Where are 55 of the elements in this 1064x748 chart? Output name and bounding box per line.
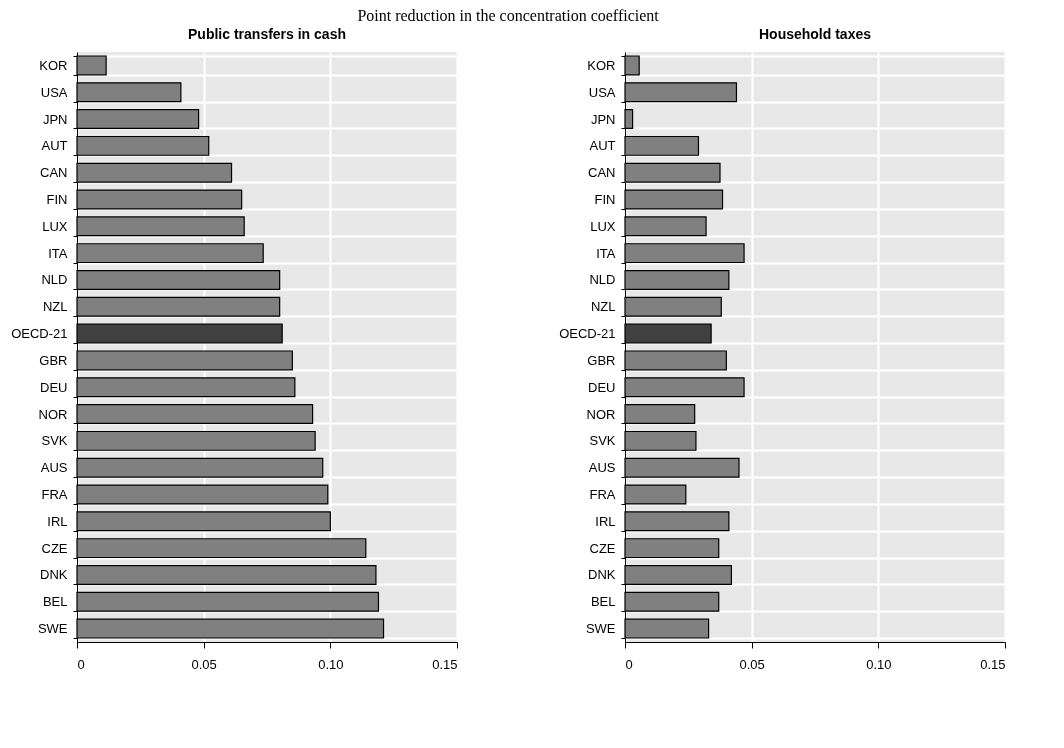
y-tick-label: IRL [47, 513, 68, 529]
y-tick-label: CAN [40, 165, 68, 181]
y-tick-label: BEL [42, 594, 68, 610]
y-tick-label: ITA [48, 245, 68, 261]
y-tick-label: CAN [588, 165, 616, 181]
y-tick-label: USA [40, 84, 68, 100]
chart-title: Public transfers in cash [188, 26, 346, 42]
y-tick-label: DEU [40, 379, 68, 395]
y-tick-label: JPN [42, 111, 68, 127]
x-tick-label: 0.05 [191, 656, 217, 672]
y-tick-label: JPN [590, 111, 616, 127]
y-tick-label: GBR [587, 352, 616, 368]
y-tick-label: KOR [39, 57, 68, 73]
y-tick-label: NOR [38, 406, 68, 422]
y-tick-label: AUT [41, 138, 68, 154]
y-tick-label: CZE [589, 540, 616, 556]
y-tick-label: SWE [585, 621, 616, 637]
y-tick-label: NZL [590, 299, 616, 315]
x-tick-label: 0.15 [980, 656, 1006, 672]
y-tick-label: DNK [40, 567, 68, 583]
y-tick-label: SVK [41, 433, 68, 449]
chart-title: Household taxes [758, 26, 872, 42]
y-tick-label: OECD-21 [11, 326, 68, 342]
y-tick-label: NLD [589, 272, 616, 288]
x-tick-label: 0.15 [432, 656, 458, 672]
y-tick-label: SWE [37, 621, 68, 637]
y-tick-label: FRA [589, 487, 616, 502]
y-tick-label: SVK [589, 433, 616, 449]
y-tick-label: GBR [39, 352, 68, 368]
y-tick-label: BEL [590, 594, 616, 610]
y-tick-label: LUX [590, 218, 616, 234]
x-tick-label: 0.10 [318, 656, 344, 672]
y-tick-label: FRA [41, 487, 68, 502]
x-tick-label: 0 [77, 656, 85, 672]
y-tick-label: USA [588, 84, 616, 100]
y-tick-label: IRL [595, 513, 616, 529]
y-tick-label: NLD [41, 272, 68, 288]
y-tick-label: CZE [41, 540, 68, 556]
y-tick-label: FIN [46, 192, 68, 207]
y-tick-label: AUT [589, 138, 616, 154]
y-tick-label: KOR [587, 57, 616, 73]
x-tick-label: 0.05 [739, 656, 765, 672]
y-tick-label: AUS [40, 460, 68, 476]
y-tick-label: FIN [594, 192, 616, 207]
x-tick-label: 0.10 [866, 656, 892, 672]
y-tick-label: LUX [42, 218, 68, 234]
y-tick-label: DEU [588, 379, 616, 395]
x-tick-label: 0 [625, 656, 633, 672]
y-tick-label: NOR [586, 406, 616, 422]
y-tick-label: NZL [42, 299, 68, 315]
y-tick-label: AUS [588, 460, 616, 476]
y-tick-label: OECD-21 [559, 326, 616, 342]
y-tick-label: DNK [588, 567, 616, 583]
text: Point reduction in the concentration coefficient [357, 7, 660, 24]
y-tick-label: ITA [596, 245, 616, 261]
